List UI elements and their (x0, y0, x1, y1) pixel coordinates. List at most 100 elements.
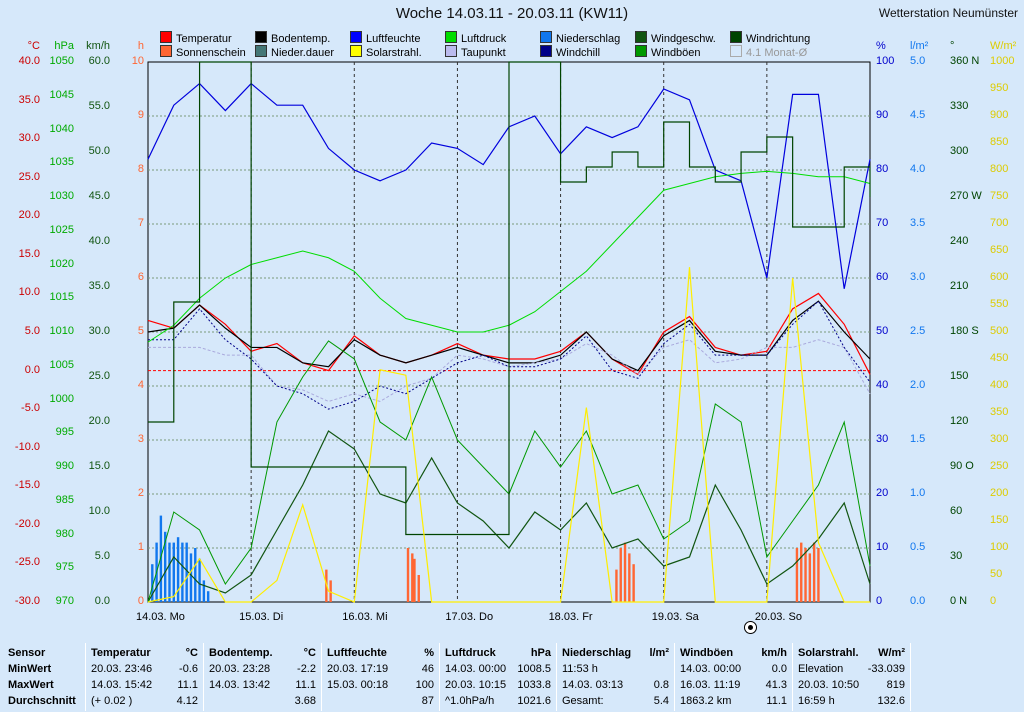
axis-tick-press: 1040 (49, 122, 74, 135)
legend-label: Temperatur (176, 33, 232, 45)
stats-boeen-header: Windböen (680, 647, 734, 659)
rain-bar (202, 580, 206, 602)
x-tick-label: 14.03. Mo (136, 611, 185, 623)
stats-feuchte-min: 46 (421, 663, 434, 675)
axis-tick-hum: 70 (876, 217, 889, 229)
legend-item-sonnenschein[interactable]: Sonnenschein (160, 45, 246, 59)
chart-title: Woche 14.03.11 - 20.03.11 (KW11) (395, 5, 629, 22)
stats-druck-min-time: 14.03. 00:00 (445, 663, 507, 675)
rain-bar (198, 558, 201, 602)
axis-tick-temp: 25.0 (18, 170, 40, 183)
axis-tick-dir: 300 (950, 145, 969, 157)
axis-tick-temp: -10.0 (14, 440, 40, 453)
axis-tick-temp: 15.0 (18, 247, 40, 260)
stats-solar-max-time: 20.03. 10:50 (798, 679, 860, 691)
axis-tick-press: 1020 (49, 257, 74, 270)
sunshine-bar (329, 580, 332, 602)
axis-tick-solar: 500 (990, 325, 1009, 337)
legend-item-luftfeuchte[interactable]: Luftfeuchte (350, 31, 420, 45)
axis-tick-temp: -25.0 (14, 556, 40, 569)
axis-tick-hum: 0 (876, 595, 883, 607)
axis-tick-hours: 0 (137, 595, 144, 607)
legend-item-windb-en[interactable]: Windböen (635, 45, 701, 59)
axis-tick-press: 1035 (49, 156, 74, 169)
legend-item-4-1-monat[interactable]: 4.1 Monat-Ø (730, 45, 807, 59)
sunshine-bar (804, 548, 807, 602)
axis-tick-wind: 15.0 (88, 460, 110, 472)
legend-item-windgeschw[interactable]: Windgeschw. (635, 31, 716, 45)
stats-temp-avg: 4.12 (176, 695, 198, 707)
legend-item-luftdruck[interactable]: Luftdruck (445, 31, 506, 45)
stats-solar-unit: W/m² (878, 647, 905, 659)
legend-item-windrichtung[interactable]: Windrichtung (730, 31, 810, 45)
stats-boden-col: Bodentemp. °C 20.03. 23:28 -2.2 14.03. 13:… (204, 643, 322, 711)
legend-item-bodentemp[interactable]: Bodentemp. (255, 31, 330, 45)
axis-tick-press: 1005 (49, 358, 74, 371)
axis-unit-hum: % (876, 40, 886, 52)
stats-druck-max-time: 20.03. 10:15 (445, 679, 507, 691)
axis-unit-wind: km/h (86, 40, 110, 52)
legend-swatch (350, 31, 362, 43)
stats-druck-trend: ^1.0hPa/h (445, 695, 495, 707)
axis-tick-dir: 270 W (950, 190, 982, 202)
axis-tick-solar: 100 (990, 541, 1009, 553)
legend-item-nieder-dauer[interactable]: Nieder.dauer (255, 45, 334, 59)
sunshine-bar (817, 548, 820, 602)
sunshine-bar (413, 558, 416, 602)
axis-tick-temp: 35.0 (18, 93, 40, 106)
axis-tick-wind: 55.0 (88, 100, 110, 112)
rain-bar (176, 537, 180, 602)
legend-item-solarstrahl[interactable]: Solarstrahl. (350, 45, 422, 59)
legend: Temperatur Sonnenschein Bodentemp. Nieder.d… (160, 31, 860, 61)
rain-bar (172, 542, 175, 602)
stats-empty-col (911, 643, 1001, 711)
axis-tick-rain: 2.0 (910, 379, 926, 391)
legend-item-taupunkt[interactable]: Taupunkt (445, 45, 506, 59)
stats-boeen-distance: 1863.2 km (680, 695, 732, 707)
legend-swatch (160, 31, 172, 43)
axis-tick-solar: 400 (990, 379, 1009, 391)
stats-boden-max: 11.1 (295, 679, 316, 691)
legend-swatch (445, 31, 457, 43)
axis-tick-wind: 60.0 (88, 55, 110, 67)
axis-tick-solar: 250 (990, 460, 1009, 472)
legend-item-temperatur[interactable]: Temperatur (160, 31, 232, 45)
station-name: Wetterstation Neumünster (878, 6, 1018, 20)
axis-tick-temp: -15.0 (14, 479, 40, 492)
stats-regen-col: Niederschlag l/m² 11:53 h 14.03. 03:13 0.8… (557, 643, 675, 711)
axis-tick-solar: 750 (990, 190, 1009, 202)
axis-tick-wind: 10.0 (88, 505, 110, 517)
stats-boeen-col: Windböen km/h 14.03. 00:00 0.0 16.03. 11:1… (675, 643, 793, 711)
axis-tick-press: 970 (55, 595, 74, 607)
legend-label: Sonnenschein (176, 47, 246, 59)
stats-boden-max-time: 14.03. 13:42 (209, 679, 271, 691)
rain-bar (151, 564, 154, 602)
stats-boden-unit: °C (303, 647, 316, 659)
stats-boeen-unit: km/h (761, 647, 787, 659)
series-line-solarstrahl (147, 267, 870, 603)
axis-tick-hours: 10 (131, 55, 144, 67)
legend-item-windchill[interactable]: Windchill (540, 45, 600, 59)
sunshine-bar (800, 542, 803, 602)
legend-label: Niederschlag (556, 33, 621, 45)
axis-tick-wind: 45.0 (88, 190, 110, 202)
legend-label: Bodentemp. (271, 33, 331, 45)
stats-regen-total-label: Gesamt: (562, 695, 604, 707)
stats-boden-header: Bodentemp. (209, 647, 273, 659)
weather-chart (147, 61, 871, 603)
legend-label: Windböen (651, 47, 701, 59)
axis-tick-temp: -5.0 (21, 402, 40, 415)
sunshine-bar (632, 564, 635, 602)
stats-avg-label: Durchschnitt (8, 695, 76, 707)
axis-tick-solar: 950 (990, 82, 1009, 94)
legend-item-niederschlag[interactable]: Niederschlag (540, 31, 620, 45)
axis-tick-solar: 850 (990, 136, 1009, 148)
stats-boeen-min: 0.0 (771, 663, 787, 675)
stats-solar-elev-label: Elevation (798, 663, 844, 675)
axis-tick-solar: 650 (990, 244, 1009, 256)
axis-tick-hum: 20 (876, 487, 889, 499)
time-slider-knob[interactable] (744, 621, 757, 634)
x-tick-label: 15.03. Di (239, 611, 284, 623)
axis-tick-rain: 1.0 (910, 487, 926, 499)
legend-label: 4.1 Monat-Ø (746, 47, 808, 59)
